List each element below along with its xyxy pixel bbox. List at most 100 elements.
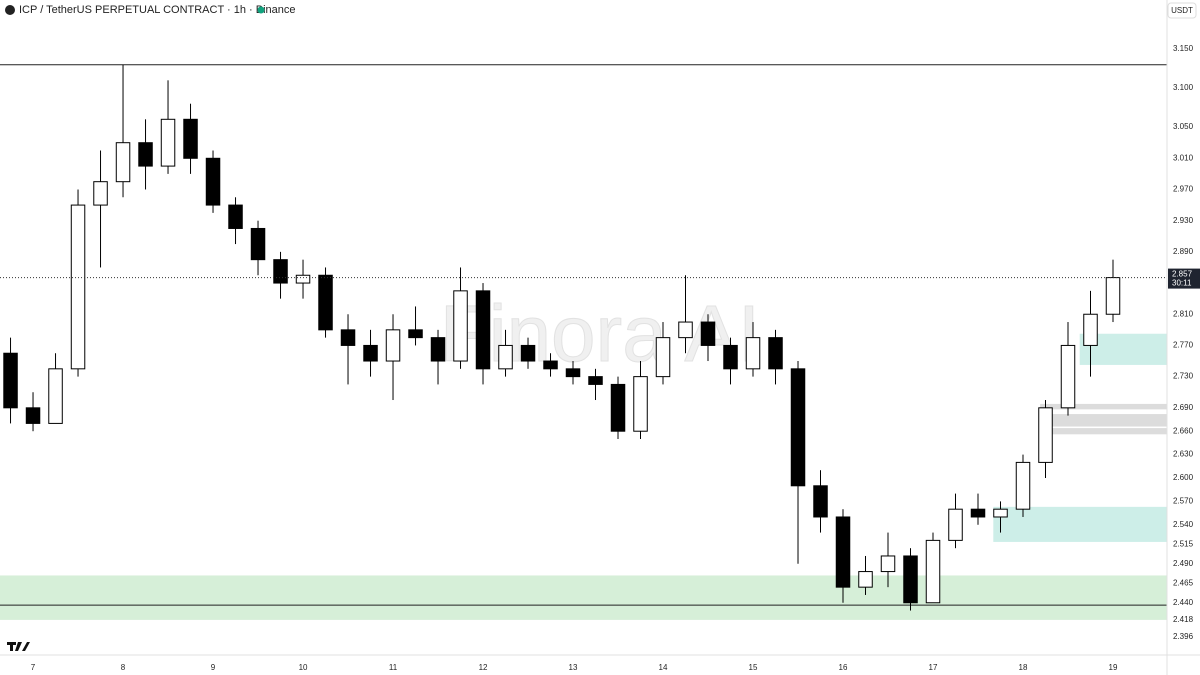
- currency-box: [1167, 2, 1197, 19]
- y-tick-label: 2.630: [1173, 450, 1194, 459]
- x-tick-label: 7: [31, 663, 36, 672]
- candle-body: [363, 344, 378, 362]
- y-tick-label: 2.890: [1173, 247, 1194, 256]
- last-price-box: [1168, 268, 1200, 289]
- x-tick-label: 15: [749, 663, 758, 672]
- candle-body: [385, 329, 401, 362]
- status-dot: [257, 6, 265, 14]
- candle-body: [273, 259, 288, 284]
- x-tick-label: 13: [569, 663, 578, 672]
- candle-body: [745, 337, 761, 370]
- zones: [0, 333, 1167, 620]
- candle-body: [790, 368, 806, 487]
- y-tick-label: 2.540: [1173, 520, 1194, 529]
- candle-body: [160, 118, 176, 167]
- candle-body: [543, 360, 558, 370]
- candle-body: [655, 337, 671, 378]
- candle-body: [25, 407, 41, 424]
- candle-body: [588, 376, 603, 385]
- candle-body: [835, 516, 851, 588]
- candle-body: [70, 204, 86, 370]
- y-tick-label: 2.730: [1173, 372, 1194, 381]
- x-tick-label: 8: [121, 663, 126, 672]
- candle-body: [858, 571, 873, 588]
- candle-body: [520, 344, 536, 362]
- candle-body: [453, 290, 468, 362]
- candle-body: [633, 376, 648, 432]
- candle-body: [970, 508, 986, 518]
- zone: [1040, 403, 1167, 410]
- candle-body: [813, 485, 828, 518]
- candle-body: [768, 337, 783, 370]
- y-tick-label: 2.515: [1173, 539, 1194, 548]
- y-tick-label: 2.570: [1173, 496, 1194, 505]
- x-tick-label: 14: [659, 663, 668, 672]
- y-tick-label: 2.600: [1173, 473, 1194, 482]
- y-tick-label: 2.690: [1173, 403, 1194, 412]
- y-tick-label: 3.150: [1173, 44, 1194, 53]
- tv-logo: [7, 642, 30, 651]
- zone: [993, 506, 1167, 542]
- symbol-title: ICP / TetherUS PERPETUAL CONTRACT · 1h ·…: [19, 4, 296, 16]
- y-tick-label: 2.418: [1173, 615, 1194, 624]
- candle-body: [138, 142, 153, 167]
- y-tick-label: 2.440: [1173, 598, 1194, 607]
- x-tick-label: 10: [299, 663, 308, 672]
- candle-body: [678, 321, 693, 339]
- zone: [0, 575, 1167, 620]
- candle-body: [1038, 407, 1053, 463]
- candle-body: [408, 329, 423, 339]
- candle-body: [723, 344, 738, 370]
- candle-body: [993, 508, 1008, 518]
- candle-body: [925, 539, 941, 604]
- symbol-icon: [5, 5, 15, 15]
- candle-body: [610, 383, 626, 432]
- candle-body: [48, 368, 63, 424]
- candle-body: [205, 157, 221, 206]
- x-tick-label: 17: [929, 663, 938, 672]
- candle-body: [3, 352, 18, 409]
- candle-body: [1060, 344, 1076, 409]
- candle-body: [340, 329, 356, 346]
- y-tick-label: 3.100: [1173, 83, 1194, 92]
- candle-body: [115, 142, 131, 183]
- x-tick-label: 9: [211, 663, 216, 672]
- y-tick-label: 2.465: [1173, 578, 1194, 587]
- candle-body: [183, 118, 198, 159]
- candle-body: [250, 227, 266, 261]
- y-tick-label: 2.770: [1173, 341, 1194, 350]
- currency: USDT: [1171, 6, 1193, 15]
- y-tick-label: 2.660: [1173, 426, 1194, 435]
- candle-body: [93, 181, 108, 206]
- candle-body: [700, 321, 716, 346]
- candle-body: [903, 555, 918, 604]
- y-tick-label: 2.930: [1173, 216, 1194, 225]
- candle-body: [475, 290, 491, 370]
- countdown: 30:11: [1172, 279, 1192, 288]
- x-tick-label: 19: [1109, 663, 1118, 672]
- candle-body: [295, 274, 311, 284]
- candle-body: [1015, 461, 1031, 510]
- y-tick-label: 2.490: [1173, 559, 1194, 568]
- y-tick-label: 2.970: [1173, 185, 1194, 194]
- zone: [1040, 414, 1167, 427]
- candle-body: [948, 508, 963, 541]
- y-tick-label: 3.050: [1173, 122, 1194, 131]
- candle-body: [565, 368, 581, 378]
- candle-body: [430, 337, 446, 362]
- x-tick-label: 12: [479, 663, 488, 672]
- candle-body: [498, 344, 513, 370]
- candle-body: [318, 274, 333, 331]
- y-tick-label: 2.396: [1173, 632, 1194, 641]
- last-price: 2.857: [1172, 270, 1193, 279]
- y-tick-label: 3.010: [1173, 153, 1194, 162]
- candle-body: [1105, 277, 1121, 315]
- candle-body: [228, 204, 243, 229]
- y-tick-label: 2.810: [1173, 309, 1194, 318]
- x-tick-label: 18: [1019, 663, 1028, 672]
- zone: [1040, 428, 1167, 435]
- candle-body: [1083, 313, 1098, 346]
- x-tick-label: 16: [839, 663, 848, 672]
